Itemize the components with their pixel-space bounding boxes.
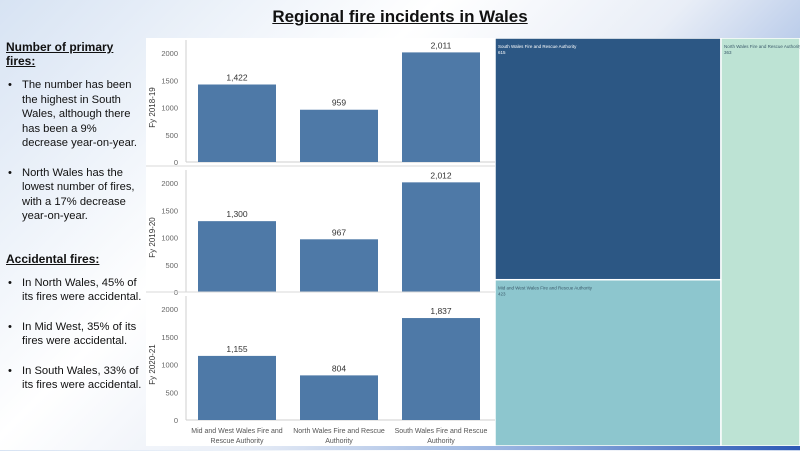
category-label: Authority bbox=[427, 438, 455, 445]
bar-value-label: 2,011 bbox=[431, 40, 452, 50]
bullet-item: In North Wales, 45% of its fires were ac… bbox=[6, 276, 144, 305]
y-tick-label: 0 bbox=[174, 158, 178, 167]
treemap-cell-value: 615 bbox=[498, 50, 506, 55]
bar-value-label: 1,422 bbox=[226, 73, 248, 83]
bar bbox=[198, 84, 276, 162]
y-tick-label: 500 bbox=[165, 131, 178, 140]
category-label: Authority bbox=[325, 438, 353, 445]
y-tick-label: 1000 bbox=[161, 234, 178, 243]
bullet-item: North Wales has the lowest number of fir… bbox=[6, 166, 144, 224]
bar bbox=[300, 239, 378, 292]
row-label: Fy 2018-19 bbox=[148, 87, 157, 128]
category-label: South Wales Fire and Rescue bbox=[395, 428, 488, 435]
y-tick-label: 1000 bbox=[161, 104, 178, 113]
y-tick-label: 500 bbox=[165, 261, 178, 270]
y-tick-label: 1000 bbox=[161, 361, 178, 370]
commentary-sidebar: Number of primary fires: The number has … bbox=[6, 40, 144, 408]
y-tick-label: 2000 bbox=[161, 49, 178, 58]
treemap-cell bbox=[494, 37, 722, 281]
category-label: Mid and West Wales Fire and bbox=[191, 428, 283, 435]
bullet-item: In Mid West, 35% of its fires were accid… bbox=[6, 320, 144, 349]
y-tick-label: 1500 bbox=[161, 76, 178, 85]
bar-value-label: 2,012 bbox=[430, 170, 452, 180]
bar-chart-panel: 0 500 1000 1500 2000 Fy 2018-19 1,422 959 2,011 0… bbox=[146, 38, 495, 446]
y-tick-label: 500 bbox=[165, 388, 178, 397]
bar-value-label: 804 bbox=[332, 363, 346, 373]
category-label: North Wales Fire and Rescue bbox=[293, 428, 385, 435]
bar-value-label: 959 bbox=[332, 98, 346, 108]
bar bbox=[402, 52, 480, 163]
accidental-fires-bullets: In North Wales, 45% of its fires were ac… bbox=[6, 276, 144, 393]
bar-value-label: 1,300 bbox=[226, 209, 248, 219]
page-title: Regional fire incidents in Wales bbox=[272, 7, 528, 26]
treemap-cell bbox=[494, 278, 722, 447]
primary-fires-bullets: The number has been the highest in South… bbox=[6, 78, 144, 224]
bar bbox=[402, 318, 480, 420]
bullet-item: The number has been the highest in South… bbox=[6, 78, 144, 151]
row-label: Fy 2019-20 bbox=[148, 217, 157, 258]
treemap-cell bbox=[720, 37, 800, 447]
bar-value-label: 1,837 bbox=[430, 306, 452, 316]
y-tick-label: 0 bbox=[174, 416, 178, 425]
accidental-fires-heading: Accidental fires: bbox=[6, 251, 100, 266]
bar-value-label: 1,155 bbox=[226, 344, 248, 354]
treemap-cell-label: Mid and West Wales Fire and Rescue Autho… bbox=[498, 286, 593, 291]
bar-value-label: 967 bbox=[332, 227, 346, 237]
y-tick-label: 1500 bbox=[161, 333, 178, 342]
bar-chart: 0 500 1000 1500 2000 Fy 2018-19 1,422 959 2,011 0… bbox=[146, 40, 495, 445]
bullet-item: In South Wales, 33% of its fires were ac… bbox=[6, 364, 144, 393]
primary-fires-heading: Number of primary fires: bbox=[6, 40, 114, 68]
treemap-chart: South Wales Fire and Rescue Authority615… bbox=[494, 37, 800, 447]
category-label: Rescue Authority bbox=[211, 438, 264, 445]
treemap-panel: South Wales Fire and Rescue Authority 615… bbox=[494, 37, 800, 447]
row-label: Fy 2020-21 bbox=[148, 344, 157, 385]
y-tick-label: 2000 bbox=[161, 179, 178, 188]
bar bbox=[300, 375, 378, 420]
bar bbox=[300, 109, 378, 162]
treemap-cell-label: North Wales Fire and Rescue Authority bbox=[724, 44, 800, 49]
y-tick-label: 1500 bbox=[161, 206, 178, 215]
treemap-cell-value: 423 bbox=[498, 292, 506, 297]
bar bbox=[402, 182, 480, 292]
treemap-cell-value: 363 bbox=[724, 50, 732, 55]
y-tick-label: 2000 bbox=[161, 305, 178, 314]
bar bbox=[198, 355, 276, 420]
bar bbox=[198, 221, 276, 292]
treemap-cell-label: South Wales Fire and Rescue Authority bbox=[498, 44, 577, 49]
